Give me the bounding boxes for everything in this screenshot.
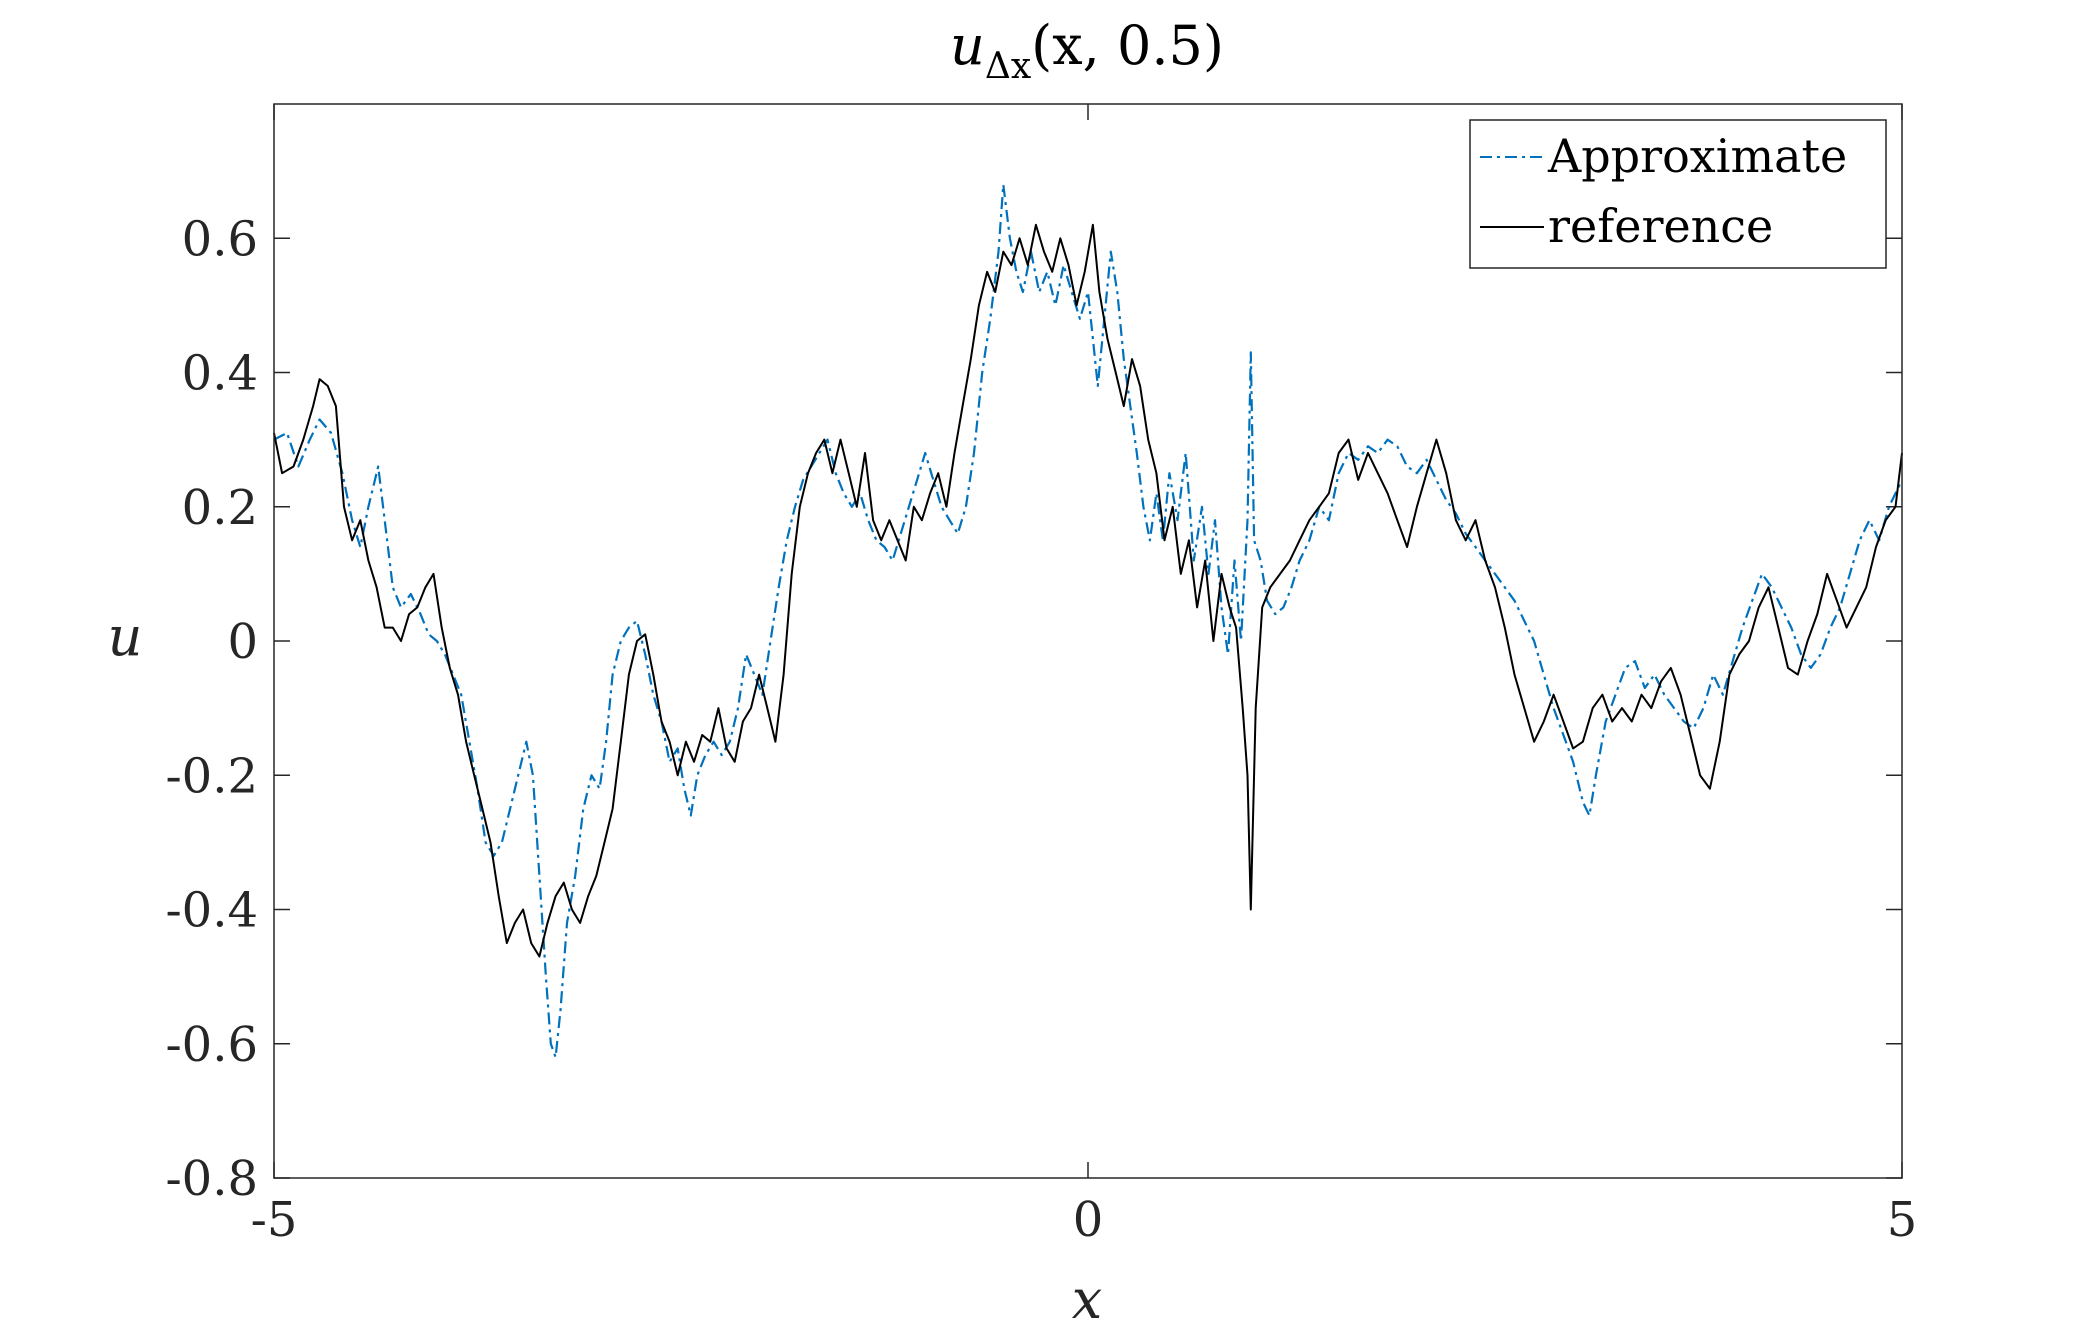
- axis-tick-labels: -5 0 5 -0.8 -0.6 -0.4 -0.2 0 0.2 0.4 0.6: [165, 211, 1917, 1248]
- y-tick-label: -0.6: [165, 1017, 258, 1073]
- y-tick-label: 0.2: [182, 480, 258, 536]
- y-tick-label: -0.8: [165, 1151, 258, 1207]
- y-tick-label: -0.2: [165, 748, 258, 804]
- chart-title-subscript: Δx: [985, 46, 1031, 87]
- plot-frame: [273, 103, 1903, 1179]
- y-tick-label: 0: [227, 614, 258, 670]
- y-axis-label: u: [108, 605, 143, 668]
- chart-title-base: u: [950, 14, 985, 77]
- legend-label-approximate: Approximate: [1547, 129, 1847, 183]
- y-tick-label: 0.6: [182, 211, 258, 267]
- series-line-approximate: [273, 183, 1903, 1059]
- legend-label-reference: reference: [1548, 199, 1773, 253]
- chart-title-args: (x, 0.5): [1031, 14, 1224, 77]
- chart-title: uΔx(x, 0.5): [950, 14, 1224, 87]
- axis-ticks: [273, 104, 1903, 1179]
- x-tick-label: 5: [1887, 1192, 1918, 1248]
- series-line-reference: [273, 223, 1903, 958]
- x-tick-label: -5: [251, 1192, 298, 1248]
- svg-text:uΔx(x, 0.5): uΔx(x, 0.5): [950, 14, 1224, 87]
- x-axis-label: x: [1072, 1268, 1102, 1331]
- legend: Approximate reference: [1469, 119, 1887, 269]
- y-tick-label: -0.4: [165, 883, 258, 939]
- x-tick-label: 0: [1073, 1192, 1104, 1248]
- legend-box: [1469, 119, 1887, 269]
- y-tick-label: 0.4: [182, 346, 258, 402]
- series-lines: [273, 183, 1903, 1059]
- plot-area: [274, 104, 1902, 1178]
